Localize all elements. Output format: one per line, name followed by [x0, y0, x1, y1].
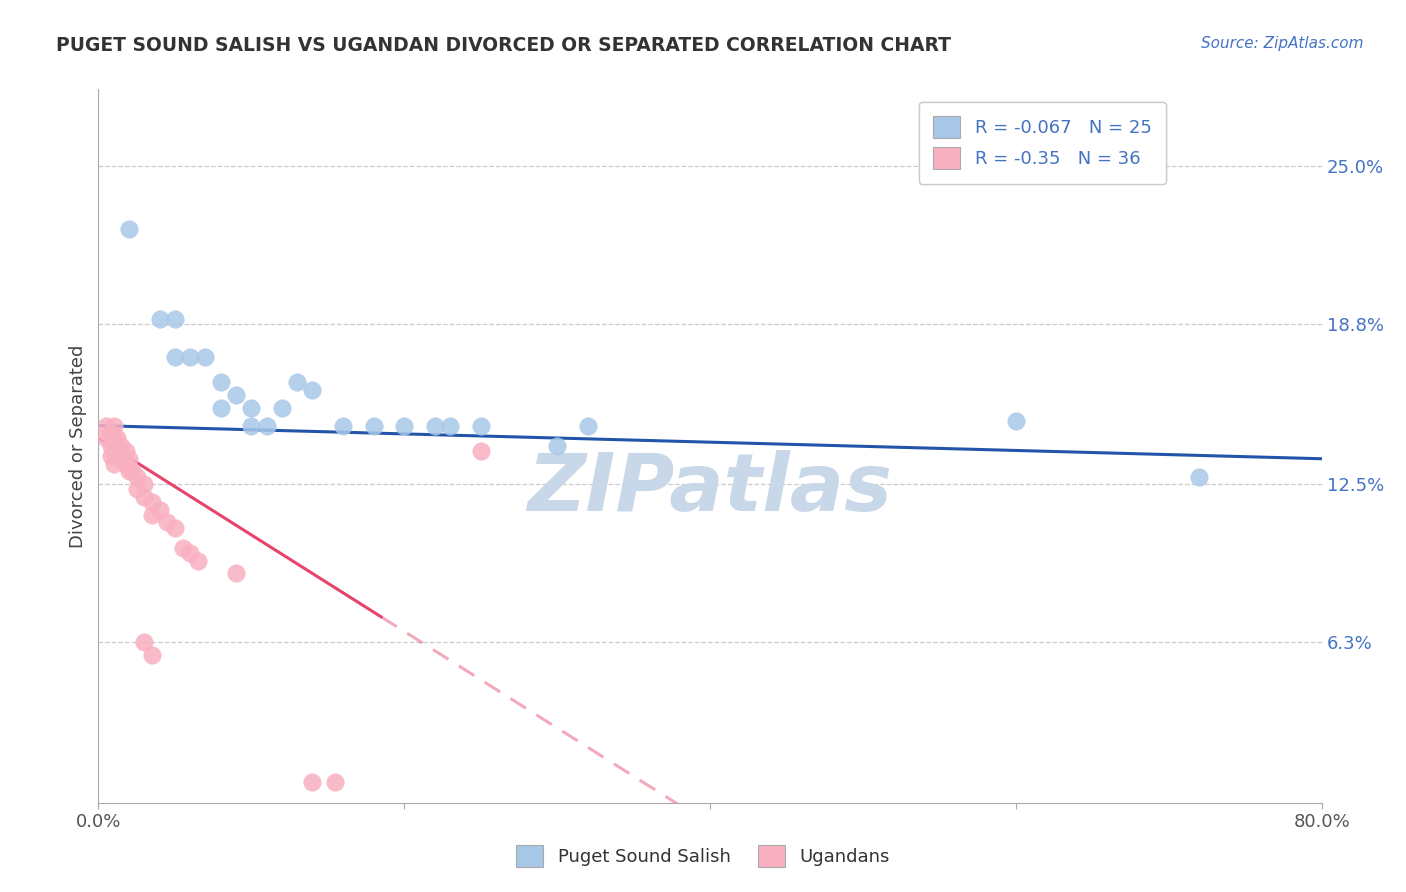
Point: [115, 444, 138, 458]
Point: [118, 465, 141, 479]
Point: [110, 439, 132, 453]
Point: [423, 418, 446, 433]
Point: [134, 635, 156, 649]
Point: [105, 444, 128, 458]
Point: [125, 469, 148, 483]
Point: [439, 418, 461, 433]
Point: [363, 418, 385, 433]
Point: [94, 418, 117, 433]
Point: [576, 418, 599, 433]
Point: [285, 376, 308, 390]
Point: [1188, 469, 1211, 483]
Point: [225, 388, 247, 402]
Point: [209, 401, 232, 415]
Point: [179, 546, 201, 560]
Point: [163, 350, 186, 364]
Point: [125, 483, 148, 497]
Point: [194, 350, 217, 364]
Point: [172, 541, 194, 555]
Point: [100, 449, 122, 463]
Point: [392, 418, 416, 433]
Point: [94, 431, 117, 445]
Point: [163, 311, 186, 326]
Point: [103, 431, 125, 445]
Point: [209, 376, 232, 390]
Point: [121, 465, 143, 479]
Point: [105, 431, 128, 445]
Text: ZIPatlas: ZIPatlas: [527, 450, 893, 528]
Point: [118, 222, 141, 236]
Point: [256, 418, 278, 433]
Point: [103, 444, 125, 458]
Point: [100, 426, 122, 441]
Point: [103, 418, 125, 433]
Point: [225, 566, 247, 581]
Point: [134, 490, 156, 504]
Point: [156, 516, 179, 530]
Legend: R = -0.067   N = 25, R = -0.35   N = 36: R = -0.067 N = 25, R = -0.35 N = 36: [918, 102, 1166, 184]
Point: [470, 444, 492, 458]
Point: [1004, 413, 1026, 427]
Legend: Puget Sound Salish, Ugandans: Puget Sound Salish, Ugandans: [509, 838, 897, 874]
Point: [240, 401, 263, 415]
Point: [149, 502, 172, 516]
Point: [546, 439, 568, 453]
Point: [270, 401, 292, 415]
Point: [149, 311, 172, 326]
Point: [118, 451, 141, 466]
Text: Source: ZipAtlas.com: Source: ZipAtlas.com: [1201, 36, 1364, 51]
Point: [115, 457, 138, 471]
Point: [141, 495, 163, 509]
Point: [103, 457, 125, 471]
Point: [141, 508, 163, 522]
Point: [163, 520, 186, 534]
Point: [134, 477, 156, 491]
Y-axis label: Divorced or Separated: Divorced or Separated: [69, 344, 87, 548]
Point: [141, 648, 163, 662]
Point: [100, 439, 122, 453]
Point: [187, 554, 209, 568]
Point: [301, 775, 323, 789]
Text: PUGET SOUND SALISH VS UGANDAN DIVORCED OR SEPARATED CORRELATION CHART: PUGET SOUND SALISH VS UGANDAN DIVORCED O…: [56, 36, 952, 54]
Point: [332, 418, 354, 433]
Point: [240, 418, 263, 433]
Point: [325, 775, 347, 789]
Point: [110, 451, 132, 466]
Point: [470, 418, 492, 433]
Point: [301, 383, 323, 397]
Point: [179, 350, 201, 364]
